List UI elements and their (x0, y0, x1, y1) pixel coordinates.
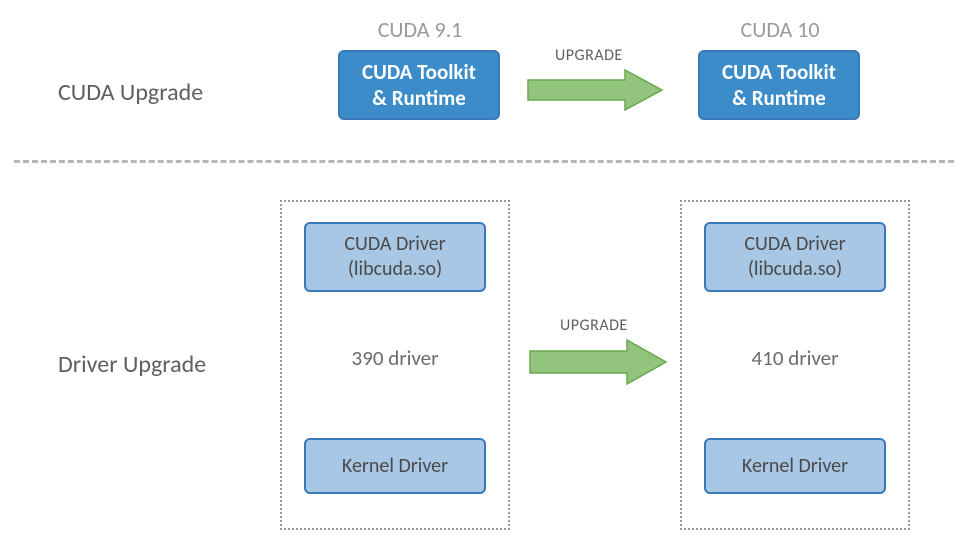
driver-version-before: 390 driver (340, 345, 450, 371)
toolkit-box-after: CUDA Toolkit & Runtime (698, 50, 860, 120)
upgrade-label-bottom: UPGRADE (560, 316, 628, 335)
cuda-upgrade-label: CUDA Upgrade (58, 78, 203, 107)
kernel-driver-before-text: Kernel Driver (342, 454, 448, 479)
upgrade-label-top: UPGRADE (555, 46, 623, 65)
kernel-driver-after-text: Kernel Driver (742, 454, 848, 479)
version-after-label: CUDA 10 (720, 16, 840, 43)
kernel-driver-box-after: Kernel Driver (704, 438, 886, 494)
toolkit-box-before-text: CUDA Toolkit & Runtime (362, 59, 476, 112)
cuda-driver-box-before: CUDA Driver (libcuda.so) (304, 222, 486, 292)
upgrade-arrow-top (520, 68, 670, 112)
upgrade-arrow-bottom (522, 338, 672, 386)
cuda-driver-after-text: CUDA Driver (libcuda.so) (744, 232, 845, 282)
driver-upgrade-label: Driver Upgrade (58, 350, 206, 379)
toolkit-box-before: CUDA Toolkit & Runtime (338, 50, 500, 120)
version-before-label: CUDA 9.1 (360, 16, 480, 43)
toolkit-box-after-text: CUDA Toolkit & Runtime (722, 59, 836, 112)
section-divider (14, 160, 954, 163)
cuda-driver-box-after: CUDA Driver (libcuda.so) (704, 222, 886, 292)
kernel-driver-box-before: Kernel Driver (304, 438, 486, 494)
cuda-driver-before-text: CUDA Driver (libcuda.so) (344, 232, 445, 282)
driver-version-after: 410 driver (740, 345, 850, 371)
